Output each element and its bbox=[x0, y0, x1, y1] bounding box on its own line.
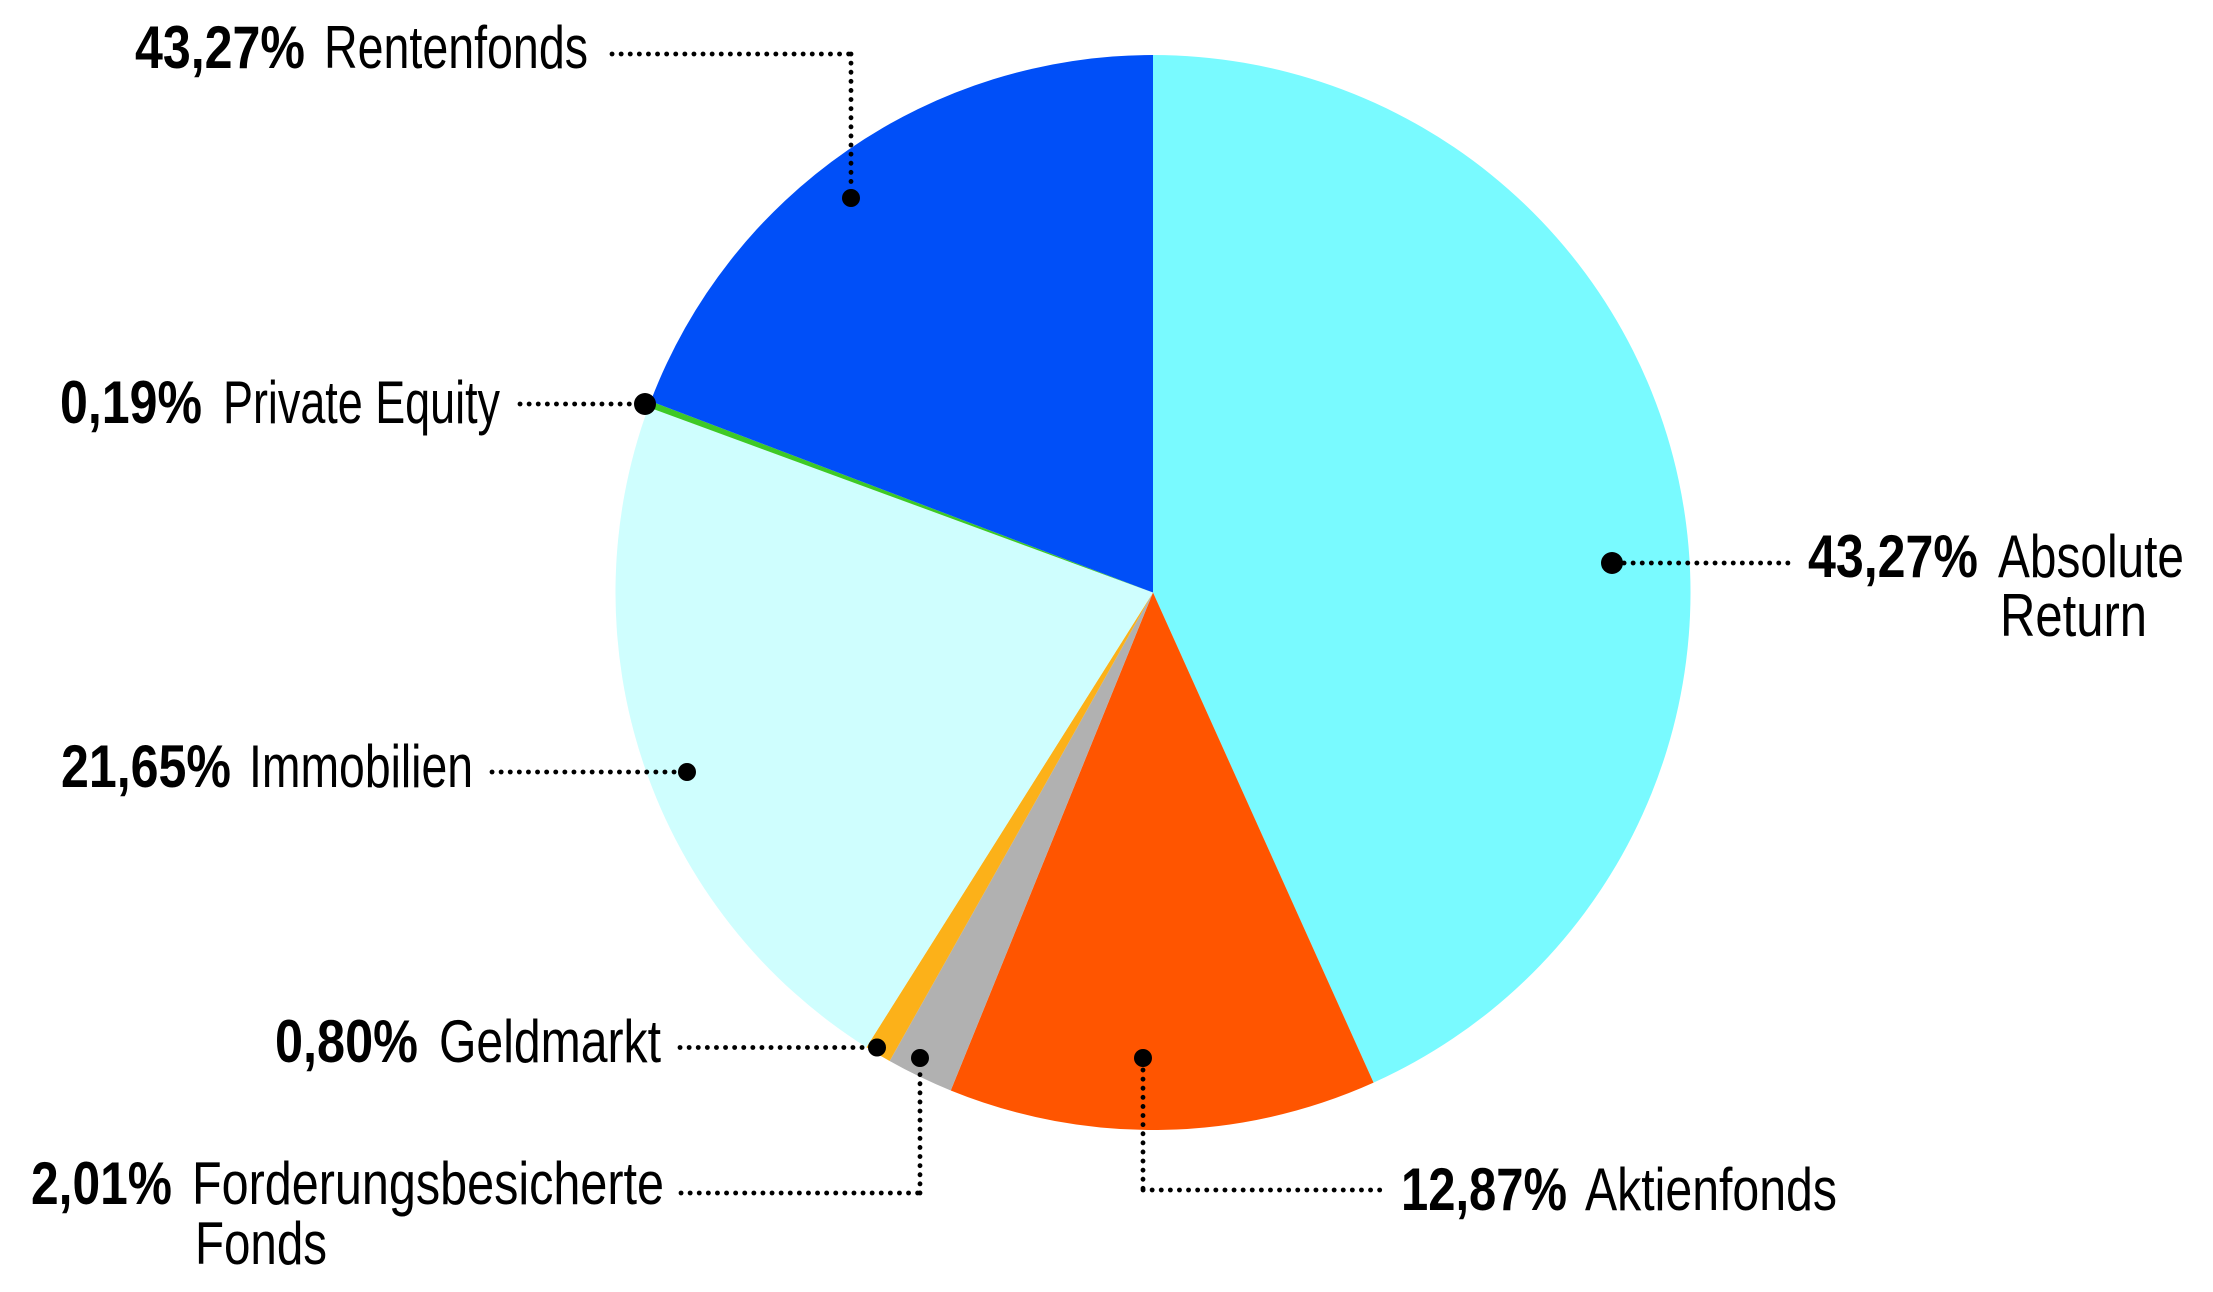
svg-text:21,65%: 21,65% bbox=[61, 733, 231, 800]
svg-text:43,27%: 43,27% bbox=[1808, 523, 1978, 590]
svg-text:0,80%: 0,80% bbox=[275, 1008, 418, 1075]
svg-text:Private Equity: Private Equity bbox=[223, 369, 500, 436]
svg-text:Aktienfonds: Aktienfonds bbox=[1585, 1156, 1837, 1223]
svg-text:Absolute: Absolute bbox=[1998, 523, 2184, 590]
svg-text:43,27%: 43,27% bbox=[135, 14, 305, 81]
svg-text:Forderungsbesicherte: Forderungsbesicherte bbox=[192, 1150, 664, 1217]
svg-text:Rentenfonds: Rentenfonds bbox=[324, 14, 588, 81]
svg-text:Fonds: Fonds bbox=[195, 1210, 327, 1277]
svg-text:12,87%: 12,87% bbox=[1401, 1156, 1567, 1223]
svg-text:0,19%: 0,19% bbox=[60, 369, 202, 436]
svg-text:Immobilien: Immobilien bbox=[249, 733, 473, 800]
svg-text:2,01%: 2,01% bbox=[31, 1150, 172, 1217]
svg-text:Geldmarkt: Geldmarkt bbox=[439, 1008, 661, 1075]
svg-text:Return: Return bbox=[2000, 582, 2147, 649]
